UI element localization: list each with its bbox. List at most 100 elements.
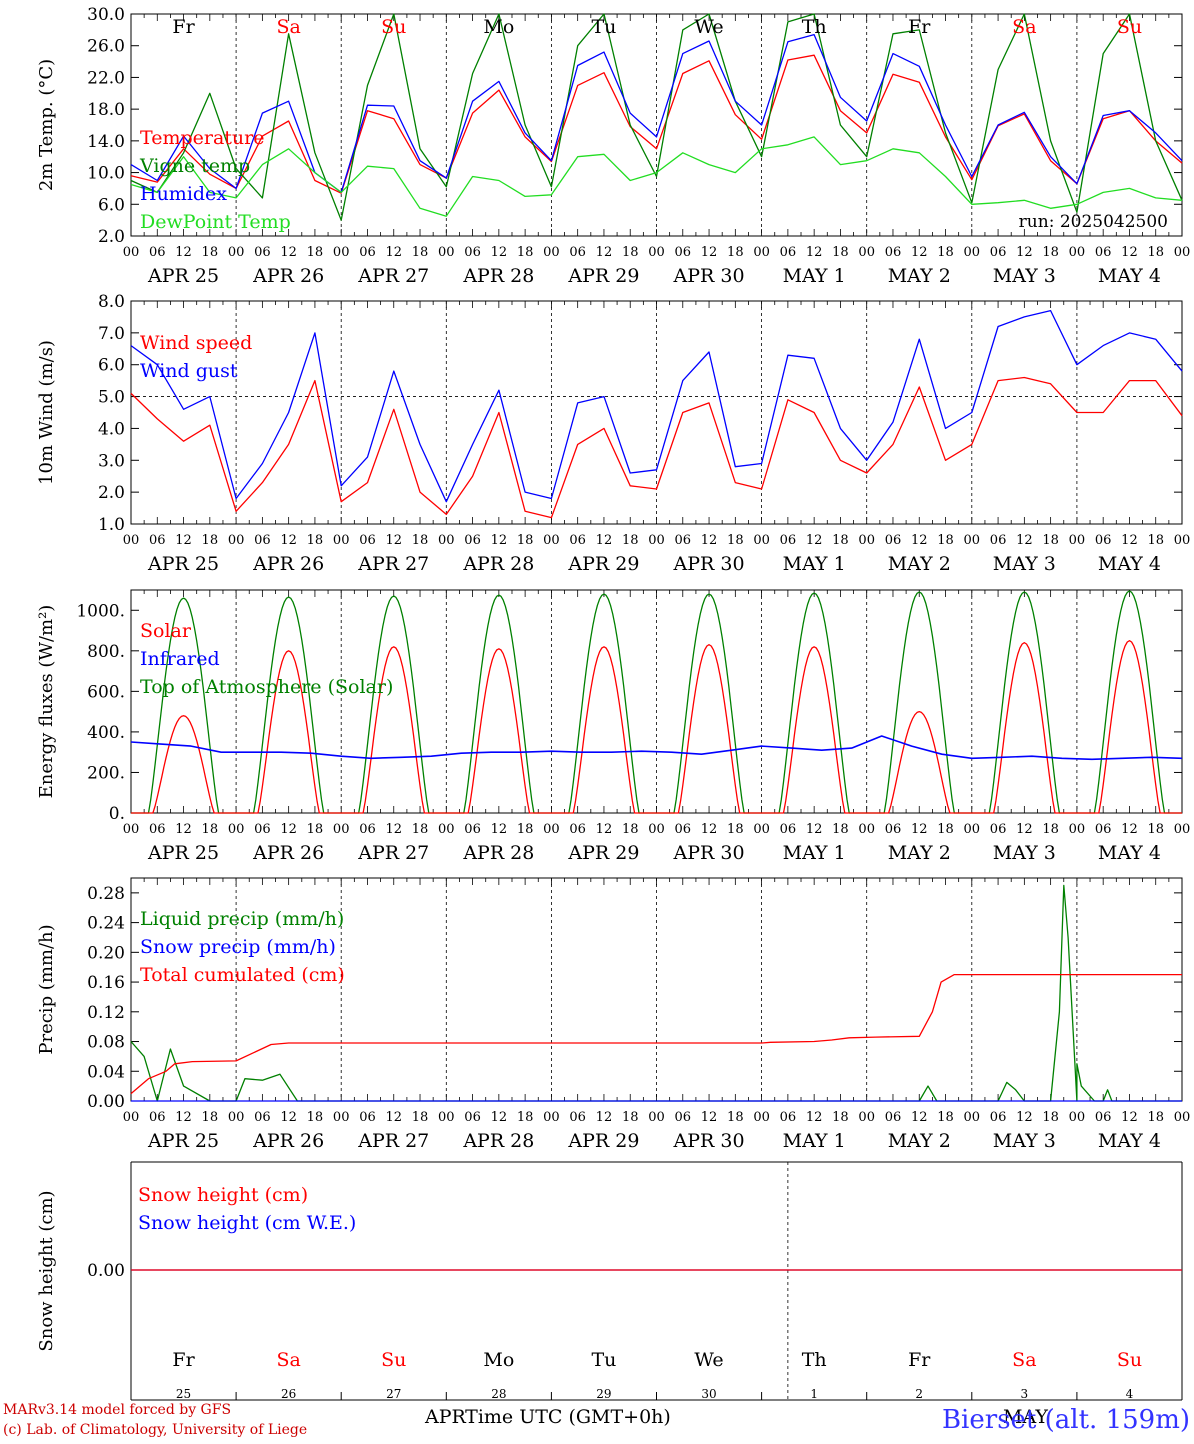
hour-tick-label: 00 — [964, 822, 981, 837]
hour-tick-label: 00 — [858, 533, 875, 548]
weekday-label: Th — [802, 16, 827, 38]
date-label: APR 25 — [147, 265, 219, 287]
weekday-label: Fr — [172, 1349, 195, 1371]
y-tick-label: 4.0 — [98, 419, 125, 439]
y-tick-label: 5.0 — [98, 388, 125, 408]
hour-tick-label: 18 — [832, 1110, 849, 1125]
y-axis-label: Precip (mm/h) — [36, 924, 57, 1054]
legend-entry: Vigne temp — [139, 155, 250, 177]
hour-tick-label: 00 — [1069, 1110, 1086, 1125]
hour-tick-label: 06 — [464, 533, 481, 548]
hour-tick-label: 18 — [727, 533, 744, 548]
hour-tick-label: 00 — [333, 533, 350, 548]
date-label: MAY 3 — [993, 553, 1056, 575]
hour-tick-label: 12 — [1016, 245, 1033, 260]
legend-entry: Solar — [140, 620, 192, 642]
hour-tick-label: 12 — [280, 1110, 297, 1125]
weekday-label: Fr — [172, 16, 195, 38]
date-label: APR 29 — [567, 1130, 639, 1152]
hour-tick-label: 06 — [990, 533, 1007, 548]
hour-tick-label: 18 — [832, 822, 849, 837]
hour-tick-label: 06 — [990, 245, 1007, 260]
hour-tick-label: 00 — [753, 245, 770, 260]
y-tick-label: 0.24 — [87, 914, 125, 934]
date-label: APR 29 — [567, 265, 639, 287]
legend-entry: Wind speed — [140, 332, 252, 354]
hour-tick-label: 00 — [753, 533, 770, 548]
hour-tick-label: 18 — [202, 1110, 219, 1125]
hour-tick-label: 00 — [753, 1110, 770, 1125]
weekday-label: Fr — [908, 16, 931, 38]
y-axis-label: Energy fluxes (W/m²) — [36, 605, 57, 799]
hour-tick-label: 12 — [1121, 822, 1138, 837]
date-label: MAY 1 — [783, 265, 846, 287]
hour-tick-label: 00 — [543, 533, 560, 548]
hour-tick-label: 06 — [569, 1110, 586, 1125]
hour-tick-label: 06 — [569, 245, 586, 260]
hour-tick-label: 00 — [438, 245, 455, 260]
hour-tick-label: 00 — [228, 1110, 245, 1125]
hour-tick-label: 00 — [438, 1110, 455, 1125]
hour-tick-label: 00 — [1174, 1110, 1191, 1125]
weekday-label: Sa — [1012, 16, 1036, 38]
hour-tick-label: 00 — [543, 822, 560, 837]
hour-tick-label: 00 — [648, 1110, 665, 1125]
hour-tick-label: 12 — [596, 822, 613, 837]
hour-tick-label: 12 — [1121, 1110, 1138, 1125]
date-label: MAY 2 — [888, 553, 951, 575]
hour-tick-label: 12 — [1016, 533, 1033, 548]
hour-tick-label: 18 — [517, 1110, 534, 1125]
panel-1: 2.0 6.0 10.0 14.0 18.0 22.0 26.0 30.0 2m Temp. (… — [36, 5, 1190, 287]
hour-tick-label: 12 — [1016, 1110, 1033, 1125]
hour-tick-label: 06 — [359, 533, 376, 548]
hour-tick-label: 06 — [990, 822, 1007, 837]
y-tick-label: 6.0 — [98, 356, 125, 376]
hour-tick-label: 00 — [753, 822, 770, 837]
hour-tick-label: 12 — [280, 533, 297, 548]
hour-tick-label: 12 — [491, 1110, 508, 1125]
date-label: MAY 4 — [1098, 553, 1161, 575]
panel-frame — [130, 589, 1183, 814]
hour-tick-label: 12 — [385, 245, 402, 260]
weekday-label: Fr — [908, 1349, 931, 1371]
hour-tick-label: 00 — [1069, 822, 1086, 837]
hour-tick-label: 06 — [780, 533, 797, 548]
hour-tick-label: 12 — [911, 822, 928, 837]
month-right-label: MAY — [1003, 1406, 1048, 1428]
date-label: MAY 2 — [888, 265, 951, 287]
hour-tick-label: 12 — [911, 533, 928, 548]
hour-tick-label: 06 — [1095, 533, 1112, 548]
y-tick-label: 10.0 — [87, 164, 125, 184]
hour-tick-label: 12 — [280, 822, 297, 837]
date-label: APR 30 — [673, 553, 745, 575]
hour-tick-label: 12 — [385, 1110, 402, 1125]
weekday-label: Th — [802, 1349, 827, 1371]
legend-entry: Liquid precip (mm/h) — [140, 908, 344, 930]
hour-tick-label: 00 — [1174, 533, 1191, 548]
series-wind-speed — [130, 376, 1183, 519]
hour-tick-label: 12 — [806, 533, 823, 548]
hour-tick-label: 06 — [464, 1110, 481, 1125]
legend-entry: DewPoint Temp — [140, 211, 291, 233]
y-tick-label: 2.0 — [98, 227, 125, 247]
date-label: APR 27 — [357, 842, 429, 864]
legend-entry: Total cumulated (cm) — [140, 964, 345, 986]
date-label: MAY 4 — [1098, 1130, 1161, 1152]
x-axis-label: Time UTC (GMT+0h) — [465, 1406, 671, 1428]
day-number-label: 4 — [1126, 1387, 1134, 1401]
y-tick-label: 18.0 — [87, 100, 125, 120]
hour-tick-label: 06 — [780, 822, 797, 837]
date-label: APR 27 — [357, 265, 429, 287]
weekday-label: Su — [1117, 16, 1142, 38]
hour-tick-label: 06 — [254, 1110, 271, 1125]
hour-tick-label: 06 — [359, 245, 376, 260]
series-solar — [131, 640, 1182, 814]
hour-tick-label: 12 — [491, 533, 508, 548]
date-label: APR 27 — [357, 553, 429, 575]
hour-tick-label: 18 — [412, 822, 429, 837]
hour-tick-label: 12 — [596, 1110, 613, 1125]
y-axis-label: 2m Temp. (°C) — [36, 59, 57, 191]
panel-2: 1.0 2.0 3.0 4.0 5.0 6.0 7.0 8.0 10m Wind (m/s) Wi… — [36, 292, 1190, 575]
hour-tick-label: 18 — [307, 822, 324, 837]
